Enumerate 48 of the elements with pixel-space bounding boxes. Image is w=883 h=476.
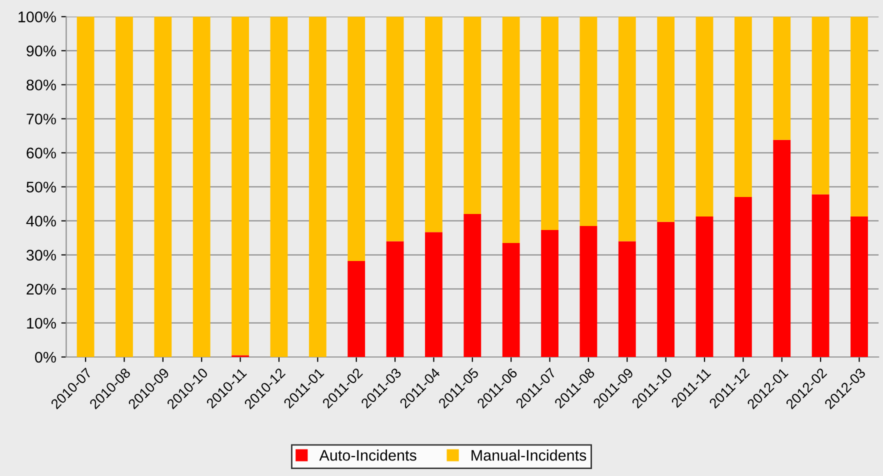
bar [696, 216, 714, 357]
y-tick-label: 60% [26, 148, 56, 158]
bar [657, 222, 675, 357]
bar [618, 16, 636, 242]
bar [464, 214, 482, 357]
bar [425, 232, 442, 357]
bar [696, 16, 714, 216]
bar [308, 16, 326, 357]
bar [618, 241, 636, 357]
bar [734, 197, 752, 357]
bar [541, 16, 558, 230]
bar [348, 16, 366, 262]
bar [812, 194, 830, 357]
y-tick-label: 50% [26, 182, 56, 193]
bar [850, 216, 868, 357]
bar [425, 16, 442, 232]
y-tick-label: 100% [18, 12, 56, 22]
bar [541, 230, 558, 357]
bar [580, 226, 598, 357]
bar [386, 16, 404, 242]
y-tick-label: 70% [26, 114, 56, 124]
bar [812, 16, 830, 194]
y-tick-label: 20% [26, 284, 56, 295]
bar [657, 16, 675, 222]
bar [850, 16, 868, 216]
bar [502, 16, 520, 243]
y-tick-label: 30% [26, 250, 56, 261]
bar [116, 16, 133, 357]
bar [773, 16, 791, 140]
bar [773, 140, 791, 357]
legend-label: Auto-Incidents [319, 450, 416, 461]
bar [348, 261, 366, 357]
bar [270, 16, 288, 357]
bar [76, 16, 94, 357]
y-tick-label: 10% [27, 318, 56, 329]
bar [734, 16, 752, 198]
bar [154, 16, 172, 357]
y-tick-label: 80% [26, 80, 56, 90]
y-tick-label: 0% [35, 352, 56, 363]
bar [580, 16, 598, 226]
bar [464, 16, 482, 214]
bar [502, 242, 520, 357]
y-tick-label: 90% [26, 46, 56, 56]
bar [232, 16, 250, 356]
bar [386, 241, 404, 357]
legend-label: Manual-Incidents [472, 450, 586, 461]
y-tick-label: 40% [26, 216, 56, 227]
bar [192, 16, 210, 357]
